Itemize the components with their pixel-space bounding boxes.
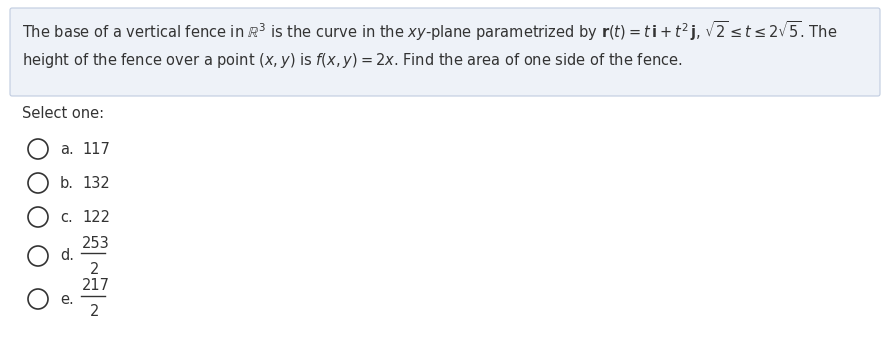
Text: 2: 2: [89, 261, 99, 277]
Text: height of the fence over a point $(x, y)$ is $f(x, y) = 2x$. Find the area of on: height of the fence over a point $(x, y)…: [22, 52, 682, 70]
Text: 217: 217: [82, 278, 110, 293]
Text: 117: 117: [82, 142, 110, 157]
Text: c.: c.: [60, 209, 72, 225]
Text: d.: d.: [60, 248, 74, 264]
Text: 132: 132: [82, 175, 110, 191]
Text: b.: b.: [60, 175, 74, 191]
Text: 2: 2: [89, 304, 99, 319]
Text: 122: 122: [82, 209, 110, 225]
FancyBboxPatch shape: [10, 8, 880, 96]
Text: The base of a vertical fence in $\mathbb{R}^3$ is the curve in the $xy$-plane pa: The base of a vertical fence in $\mathbb…: [22, 19, 838, 43]
Text: a.: a.: [60, 142, 73, 157]
Text: Select one:: Select one:: [22, 105, 104, 121]
Text: e.: e.: [60, 291, 73, 306]
Text: 253: 253: [82, 235, 110, 251]
